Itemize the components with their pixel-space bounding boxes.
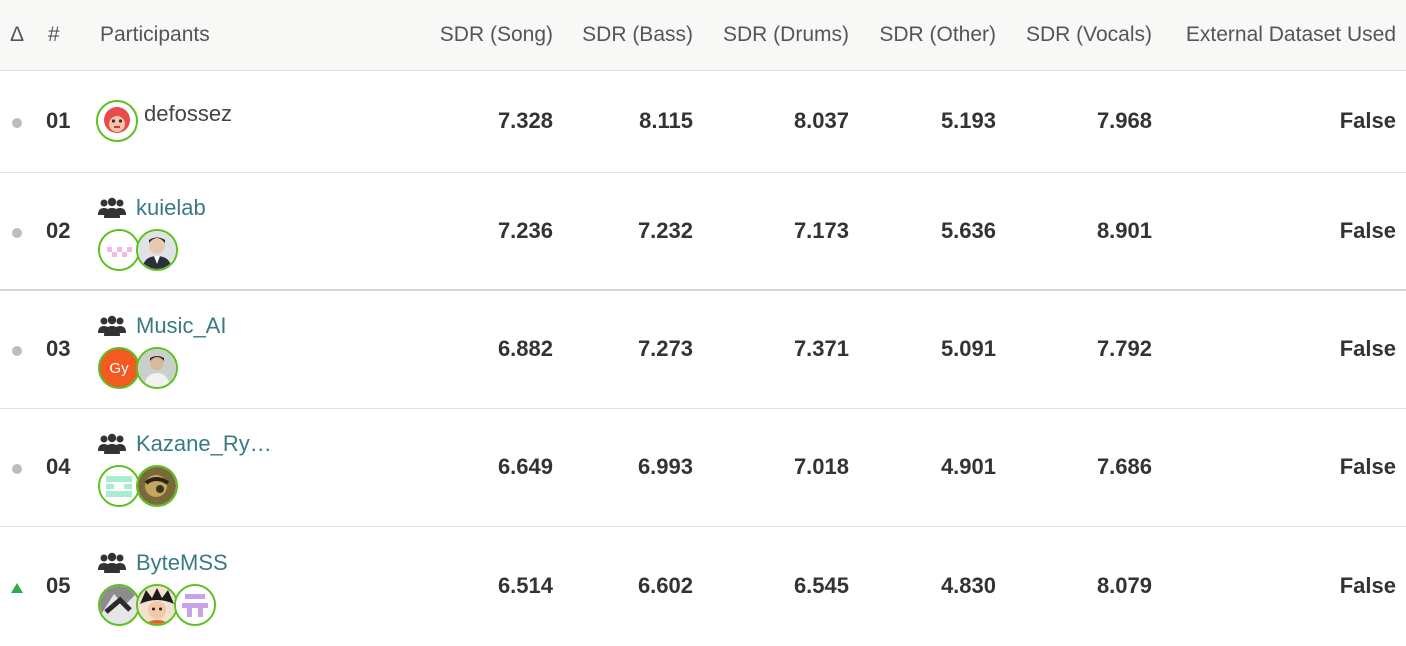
no-change-dot-icon [12, 346, 22, 357]
sdr-other-value: 4.830 [940, 573, 996, 599]
sdr-drums-value: 7.371 [793, 336, 849, 362]
pixel-avatar-icon [100, 230, 138, 269]
header-row: Δ # Participants SDR (Song) SDR (Bass) S… [0, 0, 1406, 70]
rank: 02 [46, 217, 71, 243]
sdr-song-value: 7.328 [497, 108, 553, 133]
avatar[interactable] [136, 584, 178, 627]
pixel-avatar-icon [100, 467, 138, 505]
sdr-drums-value: 6.545 [793, 573, 849, 599]
avatar[interactable] [98, 465, 140, 507]
table-row: 05 ByteMSS [0, 526, 1406, 646]
external-dataset-value: False [1339, 108, 1396, 133]
sdr-vocals-value: 8.901 [1096, 217, 1152, 243]
pixel-avatar-icon [176, 586, 214, 625]
header-sdr-other[interactable]: SDR (Other) [879, 22, 996, 46]
no-change-dot-icon [12, 118, 22, 128]
table-row: 02 kuielab [0, 172, 1406, 290]
sdr-drums-value: 8.037 [793, 108, 849, 133]
sdr-other-value: 4.901 [940, 454, 996, 479]
avatar[interactable]: Gy [98, 347, 140, 390]
team-name-link[interactable]: ByteMSS [136, 550, 228, 576]
header-sdr-bass[interactable]: SDR (Bass) [582, 22, 693, 46]
sdr-drums-value: 7.173 [793, 217, 849, 243]
rank: 03 [46, 336, 71, 362]
sdr-bass-value: 7.232 [637, 217, 693, 243]
rank: 05 [46, 573, 71, 599]
participant-cell: Music_AI Gy [98, 290, 338, 408]
participant-cell: defossez [96, 70, 338, 172]
no-change-dot-icon [12, 227, 22, 238]
avatar[interactable] [174, 584, 216, 627]
header-rank[interactable]: # [48, 22, 60, 46]
sdr-song-value: 6.649 [497, 454, 553, 479]
header-sdr-vocals[interactable]: SDR (Vocals) [1025, 22, 1152, 46]
sdr-bass-value: 7.273 [637, 336, 693, 362]
photo-avatar-icon [100, 586, 138, 625]
photo-avatar-icon [138, 467, 176, 505]
header-sdr-song[interactable]: SDR (Song) [439, 22, 553, 46]
table-row: 04 Kazane_Ry… [0, 408, 1406, 526]
sdr-bass-value: 6.993 [637, 454, 693, 479]
sdr-vocals-value: 7.968 [1096, 108, 1152, 133]
team-name-link[interactable]: Music_AI [136, 313, 227, 339]
table-row: 03 Music_AI Gy [0, 290, 1406, 408]
sdr-drums-value: 7.018 [793, 454, 849, 479]
external-dataset-value: False [1339, 454, 1396, 479]
person-photo-avatar-icon [138, 349, 176, 388]
sdr-vocals-value: 7.686 [1096, 454, 1152, 479]
sdr-other-value: 5.091 [940, 336, 996, 362]
header-participants[interactable]: Participants [100, 22, 210, 46]
person-photo-avatar-icon [138, 230, 176, 269]
avatar[interactable] [96, 100, 138, 142]
team-group-icon [98, 552, 126, 574]
team-name-link[interactable]: kuielab [136, 194, 206, 220]
monkey-avatar-icon [98, 102, 136, 140]
participant-cell: kuielab [98, 172, 338, 290]
sdr-other-value: 5.636 [940, 217, 996, 243]
participant-cell: ByteMSS [98, 526, 338, 646]
participant-cell: Kazane_Ry… [98, 408, 338, 526]
participant-name-link[interactable]: defossez [144, 101, 233, 126]
rank: 04 [46, 454, 71, 479]
avatar[interactable] [136, 228, 178, 271]
external-dataset-value: False [1339, 336, 1396, 362]
table-row: 01 defossez 7. [0, 70, 1406, 172]
avatar[interactable] [136, 347, 178, 390]
header-sdr-drums[interactable]: SDR (Drums) [723, 22, 849, 46]
sdr-song-value: 7.236 [497, 217, 553, 243]
sdr-other-value: 5.193 [940, 108, 996, 133]
avatar-initials: Gy [109, 359, 129, 377]
sdr-bass-value: 8.115 [639, 108, 693, 133]
external-dataset-value: False [1339, 573, 1396, 599]
rank-up-arrow-icon [11, 583, 23, 594]
team-name-link[interactable]: Kazane_Ry… [136, 431, 272, 456]
team-group-icon [98, 315, 126, 337]
sdr-song-value: 6.514 [497, 573, 553, 599]
sdr-song-value: 6.882 [497, 336, 553, 362]
header-delta[interactable]: Δ [9, 22, 25, 46]
external-dataset-value: False [1339, 217, 1396, 243]
avatar[interactable] [98, 584, 140, 627]
sdr-bass-value: 6.602 [637, 573, 693, 599]
anime-avatar-icon [138, 586, 176, 625]
team-group-icon [98, 197, 126, 219]
header-external-dataset[interactable]: External Dataset Used [1185, 22, 1396, 46]
rank: 01 [46, 108, 71, 133]
avatar[interactable] [136, 465, 178, 507]
no-change-dot-icon [12, 464, 22, 474]
sdr-vocals-value: 8.079 [1096, 573, 1152, 599]
sdr-vocals-value: 7.792 [1096, 336, 1152, 362]
team-group-icon [98, 433, 126, 455]
avatar[interactable] [98, 228, 140, 271]
